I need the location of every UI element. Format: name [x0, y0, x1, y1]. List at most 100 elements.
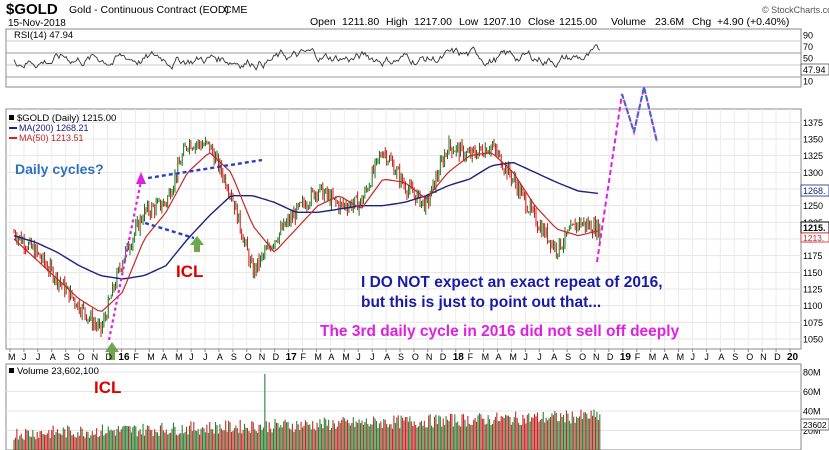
x-tick-label: J [691, 352, 696, 362]
icl-upper-arrow-icon [190, 236, 204, 252]
x-tick-label: O [245, 352, 252, 362]
chg-label: Chg [692, 16, 711, 28]
icl-lower-arrow-icon [105, 342, 119, 360]
rally-arrowhead-icon [136, 172, 146, 184]
x-tick-label: M [314, 352, 322, 362]
x-tick-label: M [342, 352, 350, 362]
x-tick-label: N [259, 352, 266, 362]
volume-panel: Volume 23,602,100 80M 60M 40M 20M 23602 ICL [5, 363, 829, 450]
chart-header: $GOLD Gold - Continuous Contract (EOD) C… [6, 1, 829, 29]
x-tick-label: J [704, 352, 709, 362]
x-tick-label: O [746, 352, 753, 362]
close-label: Close [528, 16, 555, 28]
volume-tick-label: 40M [803, 407, 821, 417]
x-tick-label: F [301, 352, 307, 362]
rsi-line [13, 44, 601, 71]
x-tick-label: J [22, 352, 27, 362]
x-tick-label: A [496, 352, 502, 362]
x-tick-label: N [593, 352, 600, 362]
x-tick-label: D [273, 352, 280, 362]
volume-grid [6, 371, 801, 431]
low-value: 1207.10 [483, 16, 521, 28]
instrument-name: Gold - Continuous Contract (EOD) [69, 4, 229, 16]
x-tick-label: J [203, 352, 208, 362]
ma200-badge: 1268. [803, 186, 826, 196]
price-tick-label: 1150 [803, 268, 822, 278]
open-label: Open [310, 16, 336, 28]
price-tick-label: 1050 [803, 335, 823, 345]
x-tick-label: 20 [787, 352, 799, 363]
price-tick-label: 1375 [803, 118, 823, 128]
x-tick-label: 17 [286, 352, 298, 363]
legend-bar-swatch [9, 115, 14, 120]
x-tick-label: D [774, 352, 781, 362]
x-tick-label: M [677, 352, 685, 362]
price-tick-label: 1075 [803, 318, 823, 328]
high-value: 1217.00 [414, 16, 452, 28]
watermark: © StockCharts.com [762, 5, 829, 15]
symbol: $GOLD [6, 1, 58, 18]
x-tick-label: 19 [620, 352, 632, 363]
x-axis: M J J A S O N D 16 F M A M J J A S O N D 17 F M A M J J A S O N D 18 F M A M… [6, 348, 801, 363]
price-bars [13, 135, 601, 338]
rsi-tick-label: 10 [803, 77, 813, 87]
price-badge: 1215. [803, 223, 826, 233]
x-tick-label: A [328, 352, 334, 362]
x-tick-label: N [426, 352, 433, 362]
x-tick-label: M [147, 352, 155, 362]
x-tick-label: A [551, 352, 557, 362]
price-tick-label: 1250 [803, 201, 823, 211]
x-tick-label: M [649, 352, 657, 362]
projection-blue-path [621, 86, 658, 143]
x-tick-label: S [64, 352, 70, 362]
note-line-3: The 3rd daily cycle in 2016 did not sell… [320, 323, 680, 340]
x-tick-label: S [398, 352, 404, 362]
price-legend: $GOLD (Daily) 1215.00 MA(200) 1268.21 MA… [9, 113, 116, 143]
volume-axis: 80M 60M 40M 20M [803, 368, 821, 437]
icl-upper-label: ICL [176, 262, 203, 281]
exchange: CME [224, 4, 247, 16]
price-grid [6, 109, 801, 349]
x-tick-label: M [175, 352, 183, 362]
rsi-panel: RSI(14) 47.94 9070503010 47.94 [5, 28, 829, 88]
close-value: 1215.00 [559, 16, 597, 28]
icl-lower-label: ICL [94, 378, 121, 397]
price-tick-label: 1300 [803, 168, 823, 178]
x-tick-label: F [468, 352, 474, 362]
x-tick-label: A [718, 352, 724, 362]
high-label: High [386, 16, 408, 28]
x-tick-label: A [50, 352, 56, 362]
volume-tick-label: 60M [803, 387, 821, 397]
x-tick-label: J [370, 352, 375, 362]
price-tick-label: 1125 [803, 285, 822, 295]
volume-value: 23.6M [655, 16, 684, 28]
upper-channel-line [147, 158, 263, 180]
note-line-1: I DO NOT expect an exact repeat of 2016, [361, 274, 663, 291]
volume-badge: 23602 [803, 420, 827, 430]
open-value: 1211.80 [342, 16, 379, 28]
x-tick-label: J [36, 352, 41, 362]
lower-channel-line [144, 221, 195, 240]
rsi-tick-label: 50 [803, 54, 813, 64]
price-tick-label: 1350 [803, 135, 823, 145]
x-tick-label: A [663, 352, 669, 362]
note-line-2: but this is just to point out that... [361, 294, 601, 311]
x-tick-label: J [537, 352, 542, 362]
x-tick-label: J [356, 352, 361, 362]
x-tick-label: N [760, 352, 767, 362]
rsi-value-badge: 47.94 [803, 65, 826, 75]
x-tick-label: 18 [453, 352, 465, 363]
x-tick-label: O [412, 352, 419, 362]
volume-legend: Volume 23,602,100 [17, 366, 99, 377]
x-tick-label: 16 [118, 352, 130, 363]
annotations: Daily cycles? ICL I DO NOT expect an exa… [15, 86, 680, 360]
volume-tick-label: 20M [803, 426, 821, 436]
ma200-line [13, 161, 599, 280]
chart-date: 15-Nov-2018 [8, 18, 66, 29]
legend-ma50: MA(50) 1213.51 [19, 133, 84, 143]
volume-legend-swatch [9, 368, 14, 373]
price-frame [5, 108, 802, 350]
x-tick-label: M [509, 352, 517, 362]
price-tick-label: 1175 [803, 251, 822, 261]
